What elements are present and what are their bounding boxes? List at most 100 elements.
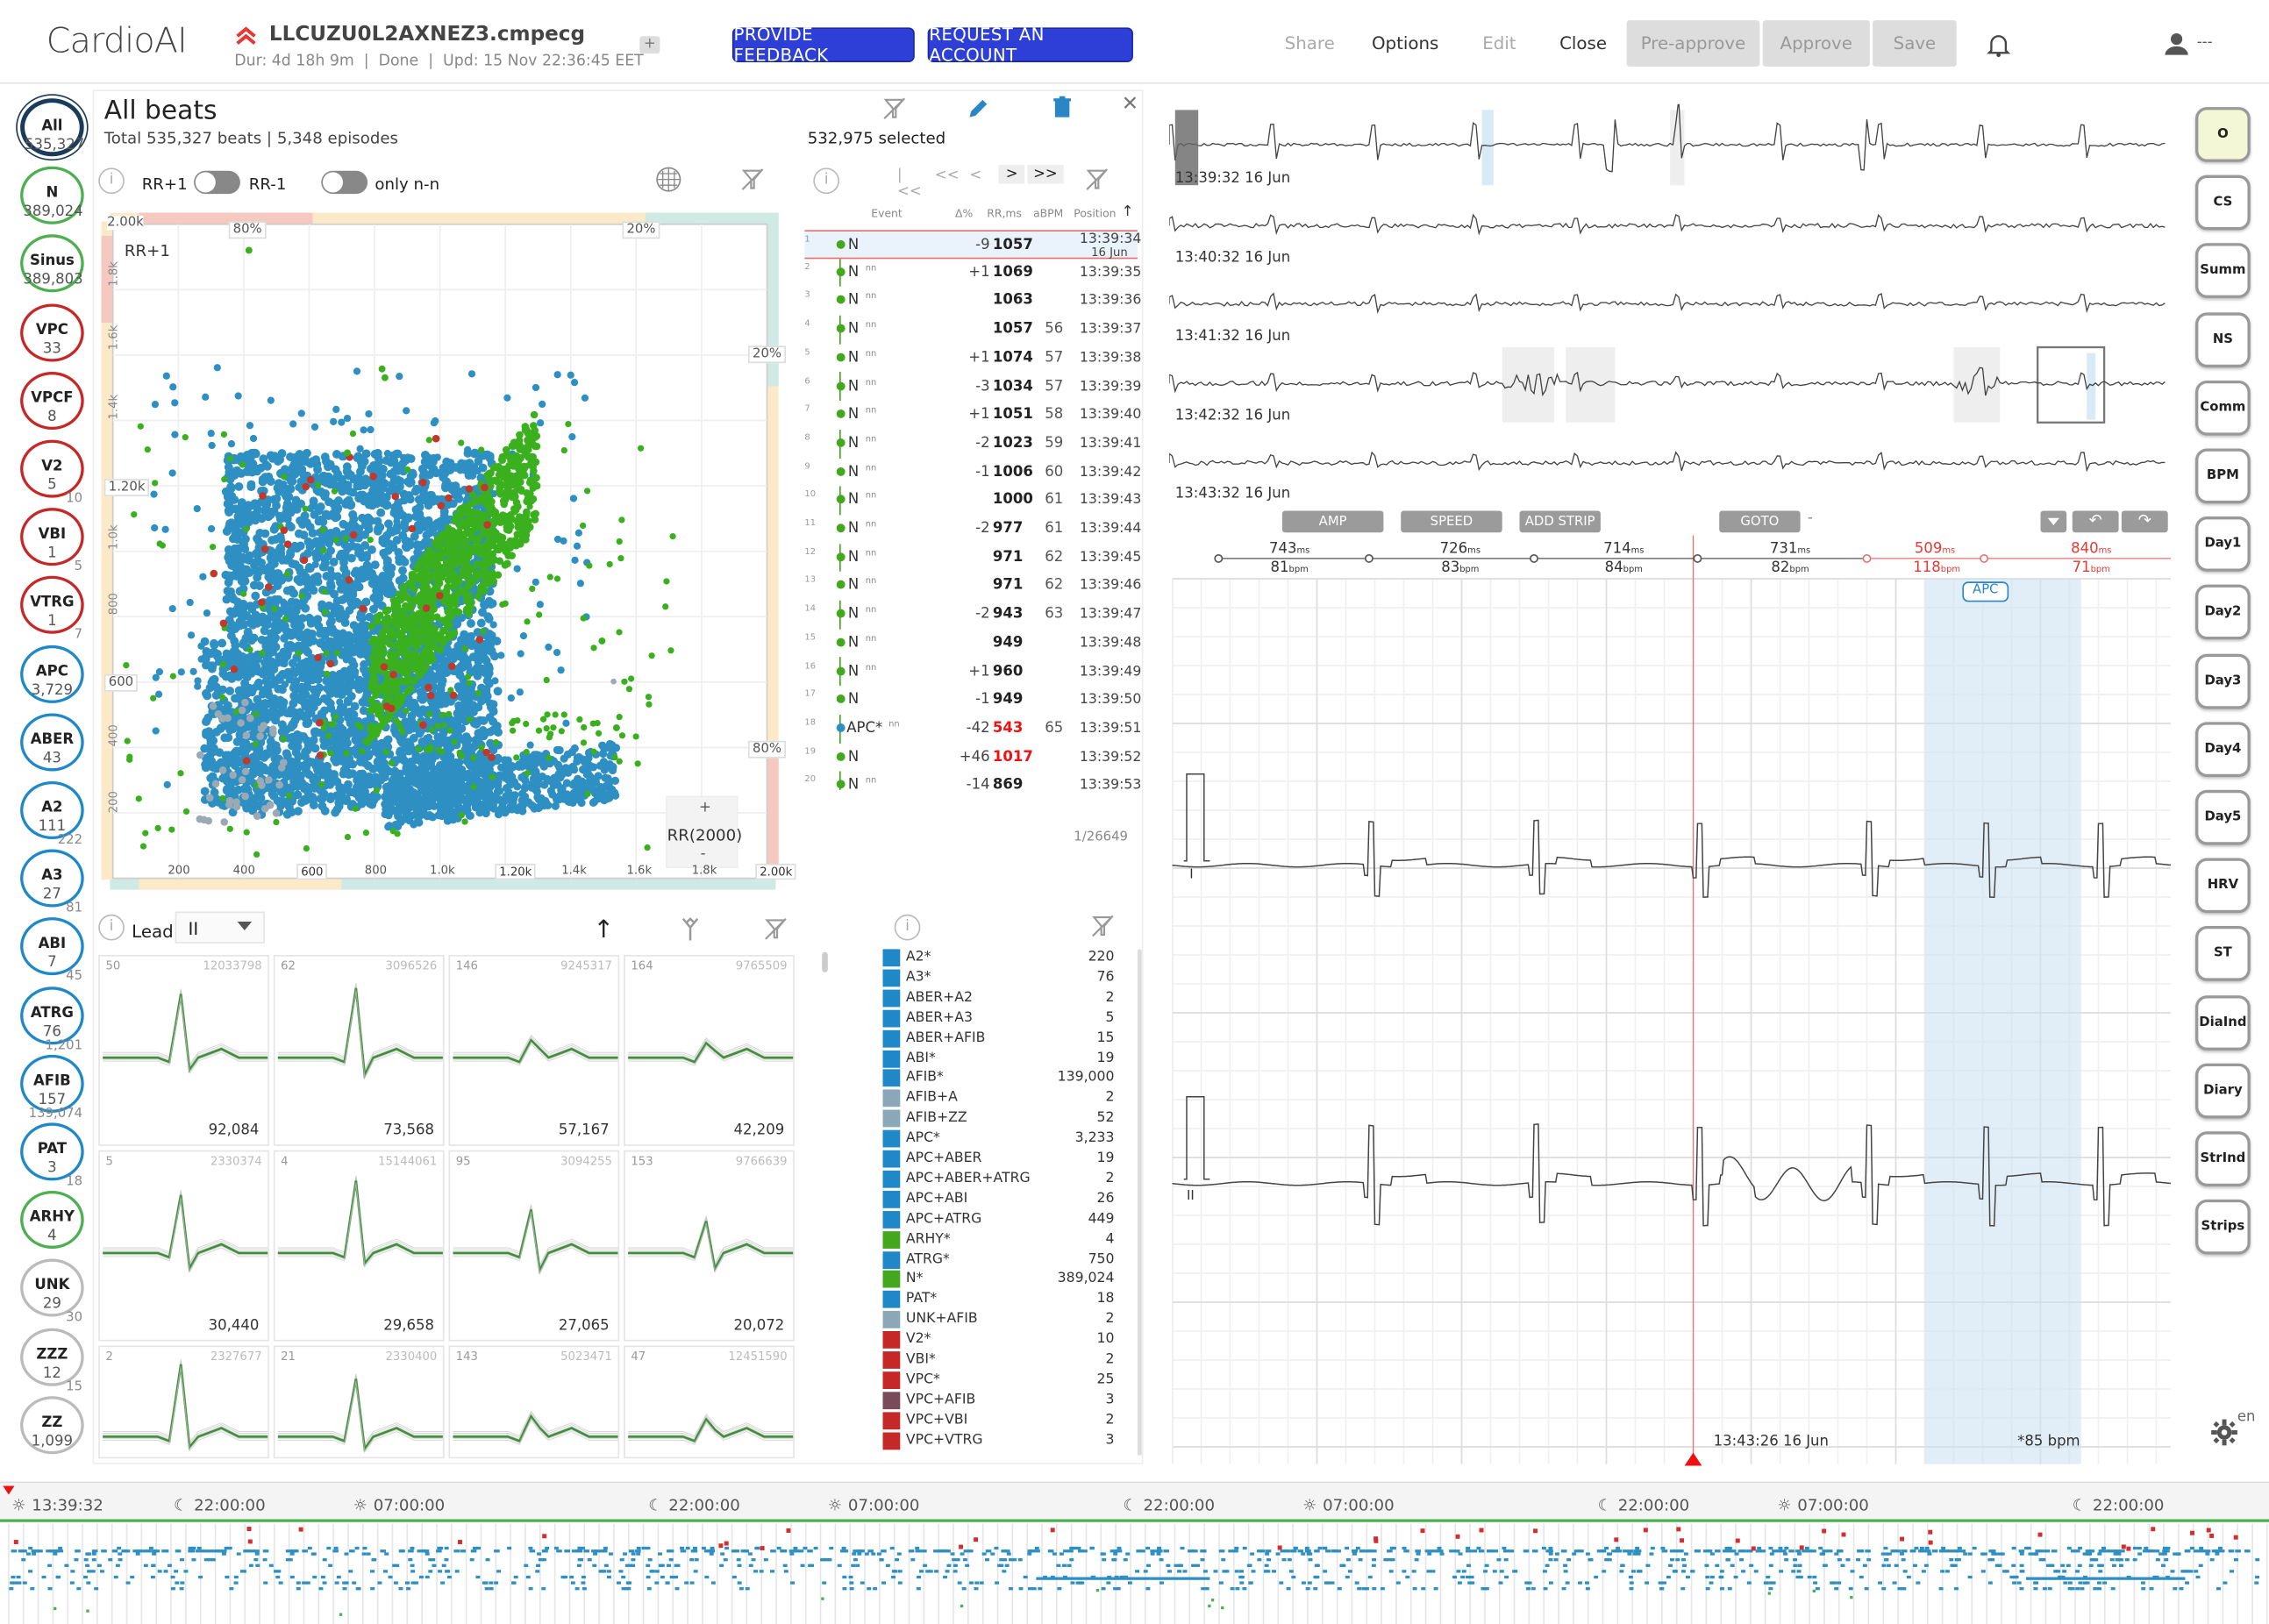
cursor-marker-icon[interactable] [1684,1452,1702,1466]
poincare-scatter[interactable] [96,207,784,890]
undo-icon[interactable]: ↶ [2072,510,2119,533]
user-menu[interactable]: --- [2196,34,2213,51]
legend-item[interactable]: ABER+A2 2 [882,988,1115,1008]
timeline-marker[interactable]: ☼ 13:39:32 [11,1496,103,1514]
notification-bell-icon[interactable] [1986,32,2012,58]
legend-item[interactable]: APC+ABER+ATRG 2 [882,1169,1115,1189]
pill-n[interactable]: N 389,024 [20,167,84,225]
timeline-marker[interactable]: ☼ 07:00:00 [353,1496,446,1514]
pill-vpc[interactable]: VPC 33 [20,303,84,361]
apc-badge[interactable]: APC [1962,581,2009,602]
legend-item[interactable]: APC+ABI 26 [882,1189,1115,1209]
ecg-detail[interactable] [1171,535,2172,1464]
legend-item[interactable]: VBI* 2 [882,1350,1115,1370]
ecg-tab-add-strip[interactable]: ADD STRIP [1519,510,1601,533]
legend-item[interactable]: ABI* 19 [882,1048,1115,1068]
pill-vtrg[interactable]: VTRG 1 7 [20,576,84,643]
rr-mode-toggle[interactable] [194,170,240,195]
scale-minus[interactable]: - [700,846,706,863]
next-fast-button[interactable]: >> [1027,165,1064,184]
scale-plus[interactable]: + [698,800,711,816]
nav-st[interactable]: ST [2195,926,2251,982]
nav-day5[interactable]: Day5 [2195,789,2251,845]
pill-pat[interactable]: PAT 3 18 [20,1122,84,1189]
language-label[interactable]: en [2237,1409,2256,1426]
templates-scrollbar[interactable] [822,951,828,972]
legend-item[interactable]: UNK+AFIB 2 [882,1310,1115,1330]
scatter-clear-filter-icon[interactable] [741,167,764,190]
pill-apc[interactable]: APC 3,729 [20,645,84,703]
legend-item[interactable]: AFIB* 139,000 [882,1068,1115,1088]
beat-template[interactable]: 143 5023471 [448,1345,620,1459]
events-col-header[interactable]: RR,ms [987,206,1022,220]
legend-item[interactable]: N* 389,024 [882,1270,1115,1290]
beat-template[interactable]: 146 9245317 57,167 [448,955,620,1146]
nav-diaind[interactable]: DiaInd [2195,994,2251,1051]
legend-item[interactable]: VPC+VTRG 3 [882,1430,1115,1450]
events-info-icon[interactable]: i [813,167,839,195]
pill-vbi[interactable]: VBI 1 5 [20,508,84,574]
legend-info-icon[interactable]: i [894,914,921,941]
timeline[interactable] [0,1481,2269,1624]
timeline-marker[interactable]: ☼ 07:00:00 [828,1496,920,1514]
beat-template[interactable]: 95 3094255 27,065 [448,1150,620,1342]
pill-zz[interactable]: ZZ 1,099 [20,1395,84,1454]
nav-comm[interactable]: Comm [2195,380,2251,436]
events-col-header[interactable]: aBPM [1033,206,1064,220]
strips-overview[interactable] [1168,98,2174,504]
user-avatar-icon[interactable] [2165,32,2188,55]
pill-sinus[interactable]: Sinus 389,803 [20,234,84,293]
events-col-header[interactable]: Position [1074,206,1117,220]
event-row[interactable]: 19 N +46 1017 13:39:52 [804,743,1141,772]
provide-feedback-button[interactable]: PROVIDE FEEDBACK [733,25,914,65]
legend-item[interactable]: ABER+A3 5 [882,1008,1115,1029]
events-clear-filter-icon[interactable] [1086,167,1109,190]
event-row[interactable]: 17 N -1 949 13:39:50 [804,686,1141,715]
scatter-info-icon[interactable]: i [98,167,125,195]
beat-template[interactable]: 4 15144061 29,658 [273,1150,445,1342]
legend-scrollbar[interactable] [1137,949,1142,1456]
app-logo[interactable]: CardioAI [46,20,188,61]
nav-ns[interactable]: NS [2195,311,2251,367]
nav-day3[interactable]: Day3 [2195,653,2251,709]
ecg-tab-amp[interactable]: AMP [1281,510,1384,533]
timeline-marker[interactable]: ☾ 22:00:00 [174,1496,266,1514]
first-page-button[interactable]: |<< [897,167,922,200]
nav-cs[interactable]: CS [2195,175,2251,231]
add-file-button[interactable]: + [639,36,660,54]
event-row[interactable]: 1 N -9 1057 13:39:34 16 Jun [804,230,1141,259]
legend-item[interactable]: APC+ABER 19 [882,1149,1115,1169]
events-col-header[interactable]: Δ% [955,206,974,220]
pill-a3[interactable]: A3 27 81 [20,849,84,916]
legend-item[interactable]: PAT* 18 [882,1290,1115,1310]
clear-filter-icon[interactable] [883,97,906,120]
legend-item[interactable]: VPC+AFIB 3 [882,1390,1115,1410]
nav-strips[interactable]: Strips [2195,1200,2251,1255]
pill-abi[interactable]: ABI 7 45 [20,917,84,985]
save-button[interactable]: Save [1873,20,1957,67]
ecg-tab-goto[interactable]: GOTO [1719,510,1801,533]
legend-item[interactable]: AFIB+ZZ 52 [882,1108,1115,1129]
sort-up-arrow-icon[interactable]: ↑ [593,915,615,945]
nav-day4[interactable]: Day4 [2195,722,2251,777]
legend-clear-filter-icon[interactable] [1091,915,1114,937]
request-account-button[interactable]: REQUEST AN ACCOUNT [929,25,1132,65]
timeline-marker[interactable]: ☾ 22:00:00 [648,1496,740,1514]
templates-clear-filter-icon[interactable] [764,917,787,940]
beat-template[interactable]: 62 3096526 73,568 [273,955,445,1146]
prev-button[interactable]: < [969,167,982,184]
legend-item[interactable]: ATRG* 750 [882,1250,1115,1270]
events-col-header[interactable]: Event [871,206,903,220]
pill-all[interactable]: All 535,327 [20,98,84,157]
legend-item[interactable]: ARHY* 4 [882,1229,1115,1250]
approve-button[interactable]: Approve [1762,20,1870,67]
beat-template[interactable]: 5 2330374 30,440 [98,1150,269,1342]
